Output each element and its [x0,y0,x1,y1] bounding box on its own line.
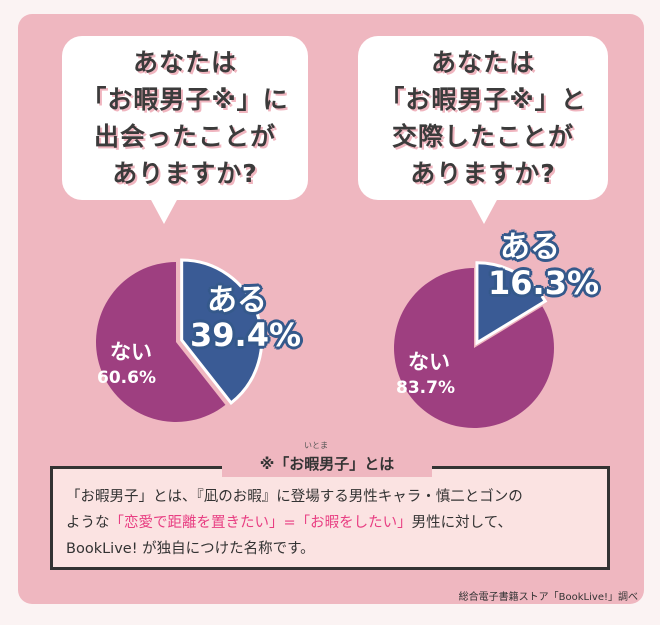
bubble-tail-2 [470,198,498,224]
slice-yes [180,258,264,406]
question-1-line: ありますか? [112,159,258,188]
slice-no-value: 83.7% [396,378,455,398]
question-bubble-2: あなたは 「お暇男子※」と 交際したことが ありますか? [358,36,608,200]
definition-line-2: ような「恋愛で距離を置きたい」=「お暇をしたい」男性に対して、 [66,510,596,536]
ruby-reading: いとま [304,441,328,450]
question-1-line: 出会ったことが [93,122,276,151]
definition-highlight: 「恋愛で距離を置きたい」=「お暇をしたい」 [109,515,412,531]
question-2-line: あなたは [430,48,535,77]
question-bubble-1: あなたは 「お暇男子※」に 出会ったことが ありますか? [62,36,308,200]
source-credit: 総合電子書籍ストア「BookLive!」調べ [458,592,638,603]
question-2-line: 「お暇男子※」と [379,85,587,114]
slice-yes-value: 16.3% [488,264,600,302]
definition-title: ※「お暇男子」とは [222,451,432,477]
definition-line-1: 「お暇男子」とは、『凪のお暇』に登場する男性キャラ・慎二とゴンの [66,489,523,505]
slice-no [96,262,226,422]
bubble-tail-1 [150,198,178,224]
pie-chart-dating [394,261,554,428]
pie-chart-encounter [96,258,264,422]
slice-no-label: ない [408,350,450,374]
definition-line-2-post: 男性に対して、 [411,515,512,531]
slice-yes-label: ある [207,283,267,318]
question-1-line: 「お暇男子※」に [81,85,289,114]
definition-text: 「お暇男子」とは、『凪のお暇』に登場する男性キャラ・慎二とゴンの ような「恋愛で… [66,484,596,562]
question-2-line: 交際したことが [391,122,574,151]
definition-line-3: BookLive! が独自につけた名称です。 [66,541,315,557]
question-1-line: あなたは [132,48,237,77]
definition-line-2-pre: ような [66,515,110,531]
slice-no-label: ない [110,340,152,364]
slice-no [394,268,554,428]
slice-yes-label: ある [500,230,560,265]
slice-yes [475,261,548,346]
slice-no-value: 60.6% [97,368,156,388]
question-2-line: ありますか? [410,159,556,188]
slice-yes-value: 39.4% [190,316,302,354]
